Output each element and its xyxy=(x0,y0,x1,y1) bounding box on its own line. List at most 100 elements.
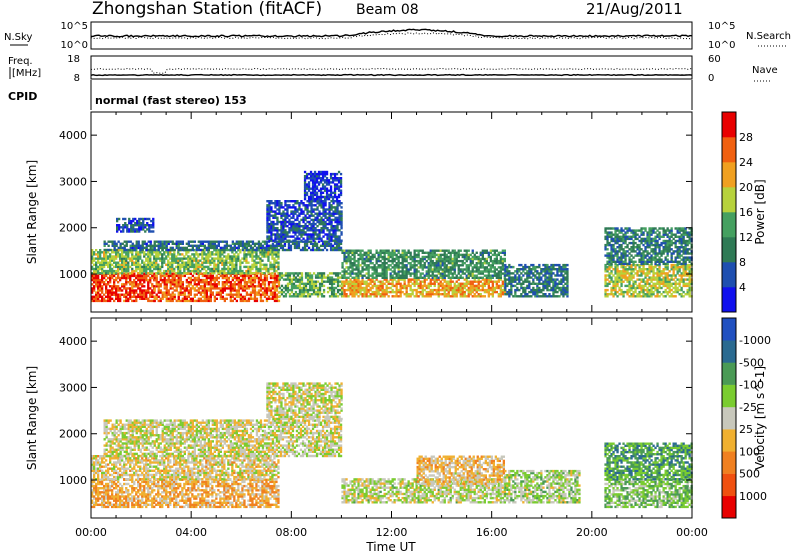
power-heatmap-cell xyxy=(284,212,287,215)
power-heatmap-cell xyxy=(129,249,132,252)
power-heatmap-cell xyxy=(155,278,158,282)
power-heatmap-cell xyxy=(312,235,315,238)
power-heatmap-cell xyxy=(333,172,337,176)
power-heatmap-cell xyxy=(143,291,146,294)
power-heatmap-cell xyxy=(479,266,482,269)
power-heatmap-cell xyxy=(481,284,484,288)
power-heatmap-cell xyxy=(550,280,553,283)
power-heatmap-cell xyxy=(351,295,354,298)
power-heatmap-cell xyxy=(353,257,356,261)
power-heatmap-cell xyxy=(320,282,324,285)
power-heatmap-cell xyxy=(229,257,232,260)
power-heatmap-cell xyxy=(221,283,224,286)
power-heatmap-cell xyxy=(203,251,206,254)
power-heatmap-cell xyxy=(385,268,388,271)
power-heatmap-cell xyxy=(273,263,276,266)
power-heatmap-cell xyxy=(117,274,120,278)
power-heatmap-cell xyxy=(504,293,507,296)
power-heatmap-cell xyxy=(117,269,120,273)
power-heatmap-cell xyxy=(105,255,108,258)
power-heatmap-cell xyxy=(119,299,122,303)
power-heatmap-cell xyxy=(161,272,164,275)
power-heatmap-cell xyxy=(97,295,100,298)
power-heatmap-cell xyxy=(387,280,390,283)
power-heatmap-cell xyxy=(333,189,337,192)
power-heatmap-cell xyxy=(282,229,285,232)
power-heatmap-cell xyxy=(257,257,260,260)
power-heatmap-cell xyxy=(435,270,438,273)
power-heatmap-cell xyxy=(323,195,327,199)
power-heatmap-cell xyxy=(534,265,537,269)
power-heatmap-cell xyxy=(351,272,354,275)
power-heatmap-cell xyxy=(147,291,150,294)
power-heatmap-cell xyxy=(177,267,180,271)
power-heatmap-cell xyxy=(409,284,412,288)
power-heatmap-cell xyxy=(489,259,492,263)
power-heatmap-cell xyxy=(123,274,126,278)
power-heatmap-cell xyxy=(121,265,124,269)
power-heatmap-cell xyxy=(473,293,476,296)
power-heatmap-cell xyxy=(284,288,288,292)
power-heatmap-cell xyxy=(269,287,273,290)
power-heatmap-cell xyxy=(294,272,298,275)
power-heatmap-cell xyxy=(322,204,325,207)
power-heatmap-cell xyxy=(326,286,330,290)
power-heatmap-cell xyxy=(121,257,124,260)
power-heatmap-cell xyxy=(127,255,130,258)
power-heatmap-cell xyxy=(117,261,120,264)
power-heatmap-cell xyxy=(151,248,154,252)
power-heatmap-cell xyxy=(546,268,549,271)
power-heatmap-cell xyxy=(175,242,178,245)
power-heatmap-cell xyxy=(207,240,210,243)
power-heatmap-cell xyxy=(324,202,327,205)
power-heatmap-cell xyxy=(103,272,106,275)
power-heatmap-cell xyxy=(524,280,527,283)
power-heatmap-cell xyxy=(455,284,458,288)
power-heatmap-cell xyxy=(201,295,204,298)
power-heatmap-cell xyxy=(336,284,340,288)
power-heatmap-cell xyxy=(181,283,184,286)
power-heatmap-cell xyxy=(280,220,283,224)
power-heatmap-cell xyxy=(298,293,302,296)
power-heatmap-cell xyxy=(227,255,230,258)
power-heatmap-cell xyxy=(383,278,386,281)
power-heatmap-cell xyxy=(300,288,304,292)
power-heatmap-cell xyxy=(314,290,318,294)
power-heatmap-cell xyxy=(337,187,341,190)
power-heatmap-cell xyxy=(491,270,494,273)
power-heatmap-cell xyxy=(433,282,436,285)
power-heatmap-cell xyxy=(399,262,402,265)
power-heatmap-cell xyxy=(253,293,257,296)
power-heatmap-cell xyxy=(297,246,301,250)
power-heatmap-cell xyxy=(499,262,502,265)
power-heatmap-cell xyxy=(431,255,434,259)
power-heatmap-cell xyxy=(146,222,149,225)
power-heatmap-cell xyxy=(459,264,462,267)
power-heatmap-cell xyxy=(284,274,288,277)
power-heatmap-cell xyxy=(191,297,194,300)
power-heatmap-cell xyxy=(147,244,150,247)
power-heatmap-cell xyxy=(308,214,311,217)
power-heatmap-cell xyxy=(367,266,370,269)
power-heatmap-cell xyxy=(361,259,364,263)
power-heatmap-cell xyxy=(127,263,130,266)
power-heatmap-cell xyxy=(235,289,238,292)
power-heatmap-cell xyxy=(233,259,236,262)
power-heatmap-cell xyxy=(419,257,422,261)
power-heatmap-cell xyxy=(415,288,418,292)
power-heatmap-cell xyxy=(439,268,442,271)
power-heatmap-cell xyxy=(479,253,482,257)
power-heatmap-cell xyxy=(133,257,136,260)
power-heatmap-cell xyxy=(121,263,124,266)
power-heatmap-cell xyxy=(429,290,432,294)
power-heatmap-cell xyxy=(300,293,304,296)
power-heatmap-cell xyxy=(243,274,247,278)
power-heatmap-cell xyxy=(131,259,134,262)
power-heatmap-cell xyxy=(153,251,156,254)
power-heatmap-cell xyxy=(159,276,162,280)
power-heatmap-cell xyxy=(435,264,438,267)
power-heatmap-cell xyxy=(377,264,380,267)
power-heatmap-cell xyxy=(113,293,116,296)
power-heatmap-cell xyxy=(91,299,94,303)
power-heatmap-cell xyxy=(139,251,142,254)
